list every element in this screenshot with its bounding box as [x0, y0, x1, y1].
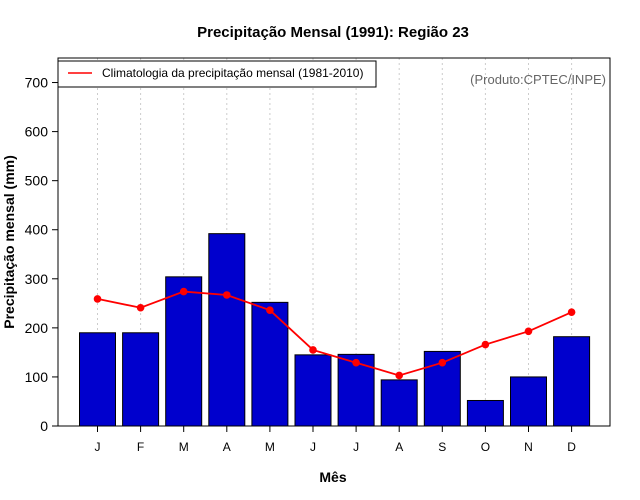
legend-box — [57, 60, 377, 88]
x-tick-label-10: N — [524, 440, 533, 454]
climatology-point-3 — [223, 291, 231, 299]
source-annotation: (Produto:CPTEC/INPE) — [470, 72, 606, 87]
climatology-line — [93, 287, 576, 380]
x-tick-label-7: A — [395, 440, 403, 454]
legend: Climatologia da precipitação mensal (198… — [57, 60, 377, 88]
bar-f-1 — [122, 332, 160, 427]
x-tick-label-1: F — [137, 440, 144, 454]
climatology-point-2 — [179, 287, 188, 296]
y-tick-label-400: 400 — [25, 222, 49, 238]
legend-label: Climatologia da precipitação mensal (198… — [102, 66, 363, 80]
climatology-polyline — [97, 290, 572, 377]
x-tick-label-3: A — [223, 440, 231, 454]
x-tick-label-11: D — [567, 440, 576, 454]
y-tick-label-100: 100 — [25, 369, 49, 385]
y-tick-label-500: 500 — [25, 173, 49, 189]
x-axis-label: Mês — [319, 469, 346, 485]
x-tick-label-5: J — [310, 440, 316, 454]
climatology-point-0 — [93, 295, 102, 303]
bar-d-11 — [553, 336, 591, 427]
x-tick-label-2: M — [179, 440, 189, 454]
y-axis: 0 100 200 300 400 500 600 700 — [25, 75, 58, 434]
chart-title: Precipitação Mensal (1991): Região 23 — [197, 24, 469, 41]
bar-a-7 — [380, 379, 418, 427]
climatology-point-5 — [309, 346, 317, 354]
y-axis-label: Precipitação mensal (mm) — [1, 155, 17, 329]
bar-m-2 — [165, 276, 203, 427]
climatology-point-7 — [395, 371, 404, 380]
x-tick-label-9: O — [481, 440, 490, 454]
y-tick-label-600: 600 — [25, 124, 49, 140]
x-tick-label-6: J — [353, 440, 359, 454]
y-tick-label-200: 200 — [25, 320, 49, 336]
plot-frame — [57, 57, 611, 427]
bar-j-5 — [294, 354, 332, 427]
bar-n-10 — [510, 376, 547, 427]
climatology-point-6 — [352, 358, 360, 367]
bar-j-0 — [79, 332, 116, 427]
climatology-point-1 — [136, 303, 145, 312]
y-tick-label-0: 0 — [40, 418, 48, 434]
climatology-point-8 — [438, 358, 447, 367]
climatology-point-9 — [481, 340, 490, 349]
climatology-point-4 — [266, 306, 274, 315]
x-tick-label-4: M — [265, 440, 275, 454]
x-tick-label-0: J — [95, 440, 101, 454]
climatology-point-10 — [524, 327, 533, 336]
bars — [79, 233, 591, 427]
bar-a-3 — [208, 233, 246, 427]
bar-m-4 — [251, 301, 289, 427]
x-tick-label-8: S — [438, 440, 446, 454]
climatology-point-11 — [567, 308, 576, 316]
bar-o-9 — [466, 399, 504, 427]
y-tick-label-700: 700 — [25, 75, 49, 91]
y-tick-label-300: 300 — [25, 271, 49, 287]
